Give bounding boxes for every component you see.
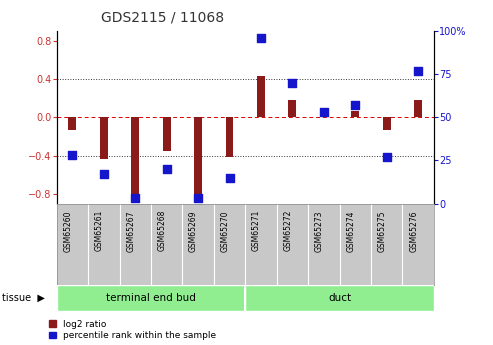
Point (383, 154, 390, 160)
Bar (69, 117, 76, 130)
Point (194, 196, 202, 201)
Text: GSM65272: GSM65272 (283, 210, 292, 252)
Text: duct: duct (328, 293, 351, 303)
Bar (163, 117, 171, 151)
Bar (320, 114, 328, 117)
Point (414, 68, 422, 73)
Point (352, 102, 359, 108)
Text: GSM65274: GSM65274 (346, 210, 355, 252)
Point (288, 80, 296, 86)
Bar (57, 285, 245, 310)
Legend: log2 ratio, percentile rank within the sample: log2 ratio, percentile rank within the s… (49, 320, 216, 341)
Point (131, 196, 139, 201)
Text: terminal end bud: terminal end bud (106, 293, 196, 303)
Text: GSM65260: GSM65260 (64, 210, 72, 252)
Text: GSM65276: GSM65276 (409, 210, 418, 252)
Bar (288, 100, 296, 117)
Text: GSM65267: GSM65267 (126, 210, 135, 252)
Bar (100, 117, 108, 158)
Text: GSM65271: GSM65271 (252, 210, 261, 252)
Bar (414, 100, 422, 117)
Bar (383, 117, 390, 130)
Text: GSM65273: GSM65273 (315, 210, 324, 252)
Point (69, 152, 76, 158)
Text: GSM65275: GSM65275 (378, 210, 387, 252)
Point (100, 171, 108, 177)
Point (163, 166, 171, 172)
Point (257, 35, 265, 41)
Text: GDS2115 / 11068: GDS2115 / 11068 (101, 10, 224, 24)
Point (320, 109, 328, 115)
Bar (226, 117, 234, 157)
Text: GSM65268: GSM65268 (158, 210, 167, 252)
Text: tissue  ▶: tissue ▶ (2, 293, 45, 303)
Bar (257, 76, 265, 117)
Text: GSM65261: GSM65261 (95, 210, 104, 252)
Text: GSM65270: GSM65270 (220, 210, 230, 252)
Point (226, 175, 234, 180)
Bar (352, 111, 359, 117)
Text: GSM65269: GSM65269 (189, 210, 198, 252)
Bar (131, 117, 139, 197)
Bar (245, 285, 434, 310)
Bar (194, 117, 202, 197)
